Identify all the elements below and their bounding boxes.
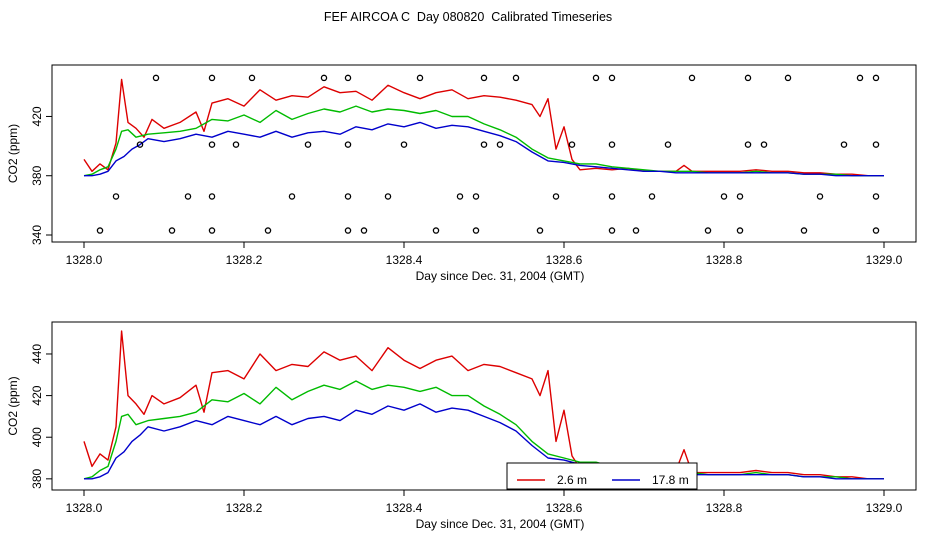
y-tick-label: 340 xyxy=(30,225,44,245)
figure-title: FEF AIRCOA C Day 080820 Calibrated Times… xyxy=(323,10,613,24)
x-tick-label: 1328.4 xyxy=(386,253,423,267)
marker-circle xyxy=(232,141,240,148)
marker-circle xyxy=(704,227,712,234)
chart-panel-2: 1328.0 1328.2 1328.4 1328.6 1328.8 1329.0 380 4… xyxy=(6,321,917,531)
x-tick-label: 1328.8 xyxy=(706,501,743,515)
y-axis-label: CO2 (ppm) xyxy=(6,376,20,435)
marker-circle xyxy=(648,193,656,200)
marker-circle xyxy=(344,141,352,148)
x-tick-label: 1328.0 xyxy=(66,253,103,267)
x-tick-label: 1328.8 xyxy=(706,253,743,267)
marker-circle xyxy=(592,74,600,82)
y-tick-label: 440 xyxy=(30,344,44,364)
marker-circle xyxy=(320,74,328,82)
marker-circle xyxy=(208,193,216,200)
marker-circle xyxy=(480,141,488,148)
series-line-2-6-m xyxy=(83,78,884,177)
marker-circle xyxy=(184,193,192,200)
marker-circle xyxy=(472,193,480,200)
x-tick-label: 1328.0 xyxy=(66,501,103,515)
marker-circle xyxy=(664,141,672,148)
y-tick-label: 400 xyxy=(30,427,44,447)
marker-circle xyxy=(168,227,176,234)
marker-circle xyxy=(384,193,392,200)
x-tick-label: 1328.6 xyxy=(546,253,583,267)
marker-circle xyxy=(456,193,464,200)
y-tick-label: 420 xyxy=(30,385,44,405)
marker-circle xyxy=(304,141,312,148)
marker-circle xyxy=(872,227,880,234)
series-line-2-6-m xyxy=(83,330,884,480)
marker-circle xyxy=(800,227,808,234)
marker-circle xyxy=(360,227,368,234)
marker-circle xyxy=(264,227,272,234)
marker-circle xyxy=(872,74,880,82)
marker-circle xyxy=(480,74,488,82)
marker-circle xyxy=(248,74,256,82)
marker-circle xyxy=(344,193,352,200)
marker-circle xyxy=(208,74,216,82)
x-tick-label: 1328.2 xyxy=(226,253,263,267)
marker-circle xyxy=(744,74,752,82)
marker-circle xyxy=(736,227,744,234)
chart-panel-1: 1328.0 1328.2 1328.4 1328.6 1328.8 1329.0 340 3… xyxy=(6,64,917,283)
marker-circle xyxy=(432,227,440,234)
legend-label: 2.6 m xyxy=(557,473,587,487)
marker-circle xyxy=(568,141,576,148)
legend: 2.6 m 17.8 m xyxy=(506,462,698,490)
marker-circle xyxy=(512,74,520,82)
marker-circle xyxy=(416,74,424,82)
marker-circle xyxy=(112,193,120,200)
marker-circle xyxy=(608,74,616,82)
marker-circle xyxy=(736,193,744,200)
series-line-12-7-m xyxy=(83,105,884,177)
x-tick-label: 1329.0 xyxy=(866,501,903,515)
legend-label: 17.8 m xyxy=(652,473,689,487)
marker-circle xyxy=(208,227,216,234)
y-tick-label: 420 xyxy=(30,106,44,126)
marker-circle xyxy=(632,227,640,234)
marker-circle xyxy=(400,141,408,148)
marker-circle xyxy=(744,141,752,148)
marker-circle xyxy=(856,74,864,82)
marker-circle xyxy=(496,141,504,148)
y-tick-label: 380 xyxy=(30,165,44,185)
marker-circle xyxy=(136,141,144,148)
marker-circle xyxy=(720,193,728,200)
marker-circle xyxy=(608,227,616,234)
marker-circle xyxy=(608,141,616,148)
marker-circle xyxy=(608,193,616,200)
x-axis-label: Day since Dec. 31, 2004 (GMT) xyxy=(416,517,585,531)
marker-circle xyxy=(816,193,824,200)
legend-box xyxy=(506,462,698,490)
marker-circle xyxy=(344,74,352,82)
marker-circle xyxy=(344,227,352,234)
marker-circle xyxy=(552,193,560,200)
x-axis-label: Day since Dec. 31, 2004 (GMT) xyxy=(416,269,585,283)
series-line-12-7-m xyxy=(83,380,884,480)
marker-circle xyxy=(872,141,880,148)
marker-circle xyxy=(472,227,480,234)
marker-circle xyxy=(288,193,296,200)
marker-circle xyxy=(872,193,880,200)
series-line-17-8-m xyxy=(84,121,884,177)
marker-circle xyxy=(536,227,544,234)
marker-circle xyxy=(152,74,160,82)
marker-circle xyxy=(96,227,104,234)
marker-circle xyxy=(208,141,216,148)
marker-circle xyxy=(688,74,696,82)
y-tick-label: 380 xyxy=(30,469,44,489)
x-tick-label: 1328.6 xyxy=(546,501,583,515)
x-tick-label: 1328.2 xyxy=(226,501,263,515)
y-axis-label: CO2 (ppm) xyxy=(6,124,20,183)
marker-circle xyxy=(760,141,768,148)
plot-frame xyxy=(51,64,917,243)
marker-circle xyxy=(784,74,792,82)
plot-frame xyxy=(51,321,917,491)
marker-circle xyxy=(840,141,848,148)
series-line-17-8-m xyxy=(84,403,884,480)
x-tick-label: 1328.4 xyxy=(386,501,423,515)
x-tick-label: 1329.0 xyxy=(866,253,903,267)
